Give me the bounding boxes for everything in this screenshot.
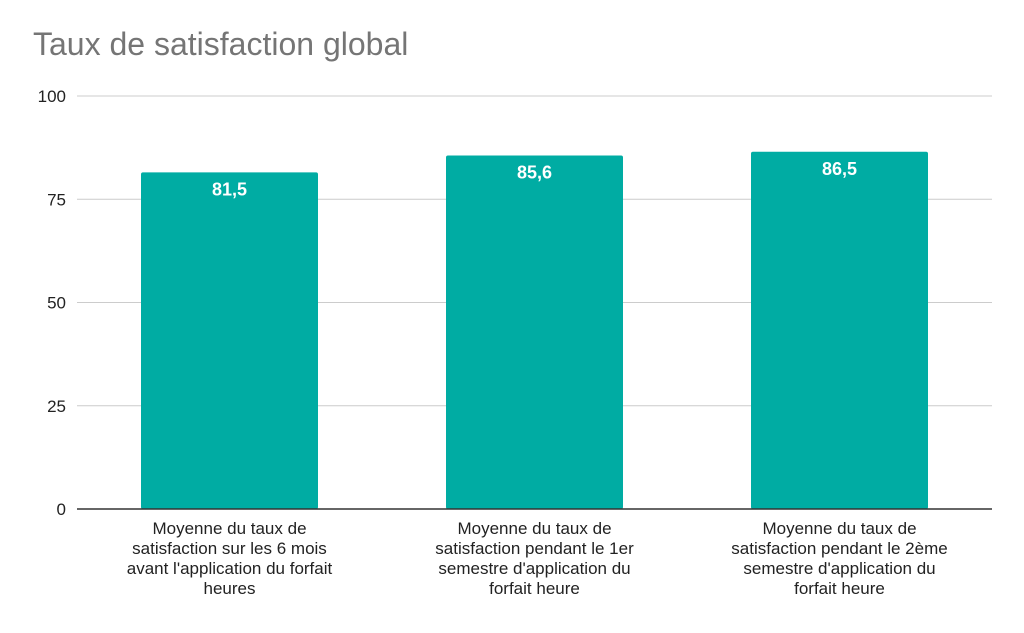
bar <box>446 155 623 510</box>
x-tick-label: Moyenne du taux de satisfaction pendant l… <box>731 519 947 598</box>
x-tick-label: Moyenne du taux de satisfaction pendant l… <box>435 519 634 598</box>
x-tick-label-line: satisfaction pendant le 2ème <box>731 539 947 558</box>
x-tick-label-line: heures <box>204 579 256 598</box>
x-tick-label-line: forfait heure <box>794 579 885 598</box>
y-tick-label: 100 <box>38 87 66 106</box>
x-tick-label-line: satisfaction sur les 6 mois <box>132 539 327 558</box>
chart-title: Taux de satisfaction global <box>33 26 409 62</box>
x-tick-label-line: Moyenne du taux de <box>457 519 611 538</box>
y-tick-label: 50 <box>47 294 66 313</box>
data-label: 86,5 <box>822 159 857 179</box>
data-label: 81,5 <box>212 179 247 199</box>
x-tick-label-line: satisfaction pendant le 1er <box>435 539 634 558</box>
y-tick-label: 0 <box>57 500 66 519</box>
x-tick-label-line: Moyenne du taux de <box>152 519 306 538</box>
data-label: 85,6 <box>517 162 552 182</box>
bar <box>141 172 318 509</box>
x-tick-label-line: semestre d'application du <box>438 559 630 578</box>
y-tick-label: 25 <box>47 397 66 416</box>
y-tick-label: 75 <box>47 190 66 209</box>
bar <box>751 151 928 509</box>
x-tick-label-line: avant l'application du forfait <box>127 559 333 578</box>
x-tick-label-line: semestre d'application du <box>743 559 935 578</box>
bars: 81,5 85,6 86,5 <box>141 151 928 510</box>
x-tick-label-line: forfait heure <box>489 579 580 598</box>
x-tick-label-line: Moyenne du taux de <box>762 519 916 538</box>
x-tick-label: Moyenne du taux de satisfaction sur les 6… <box>127 519 333 598</box>
